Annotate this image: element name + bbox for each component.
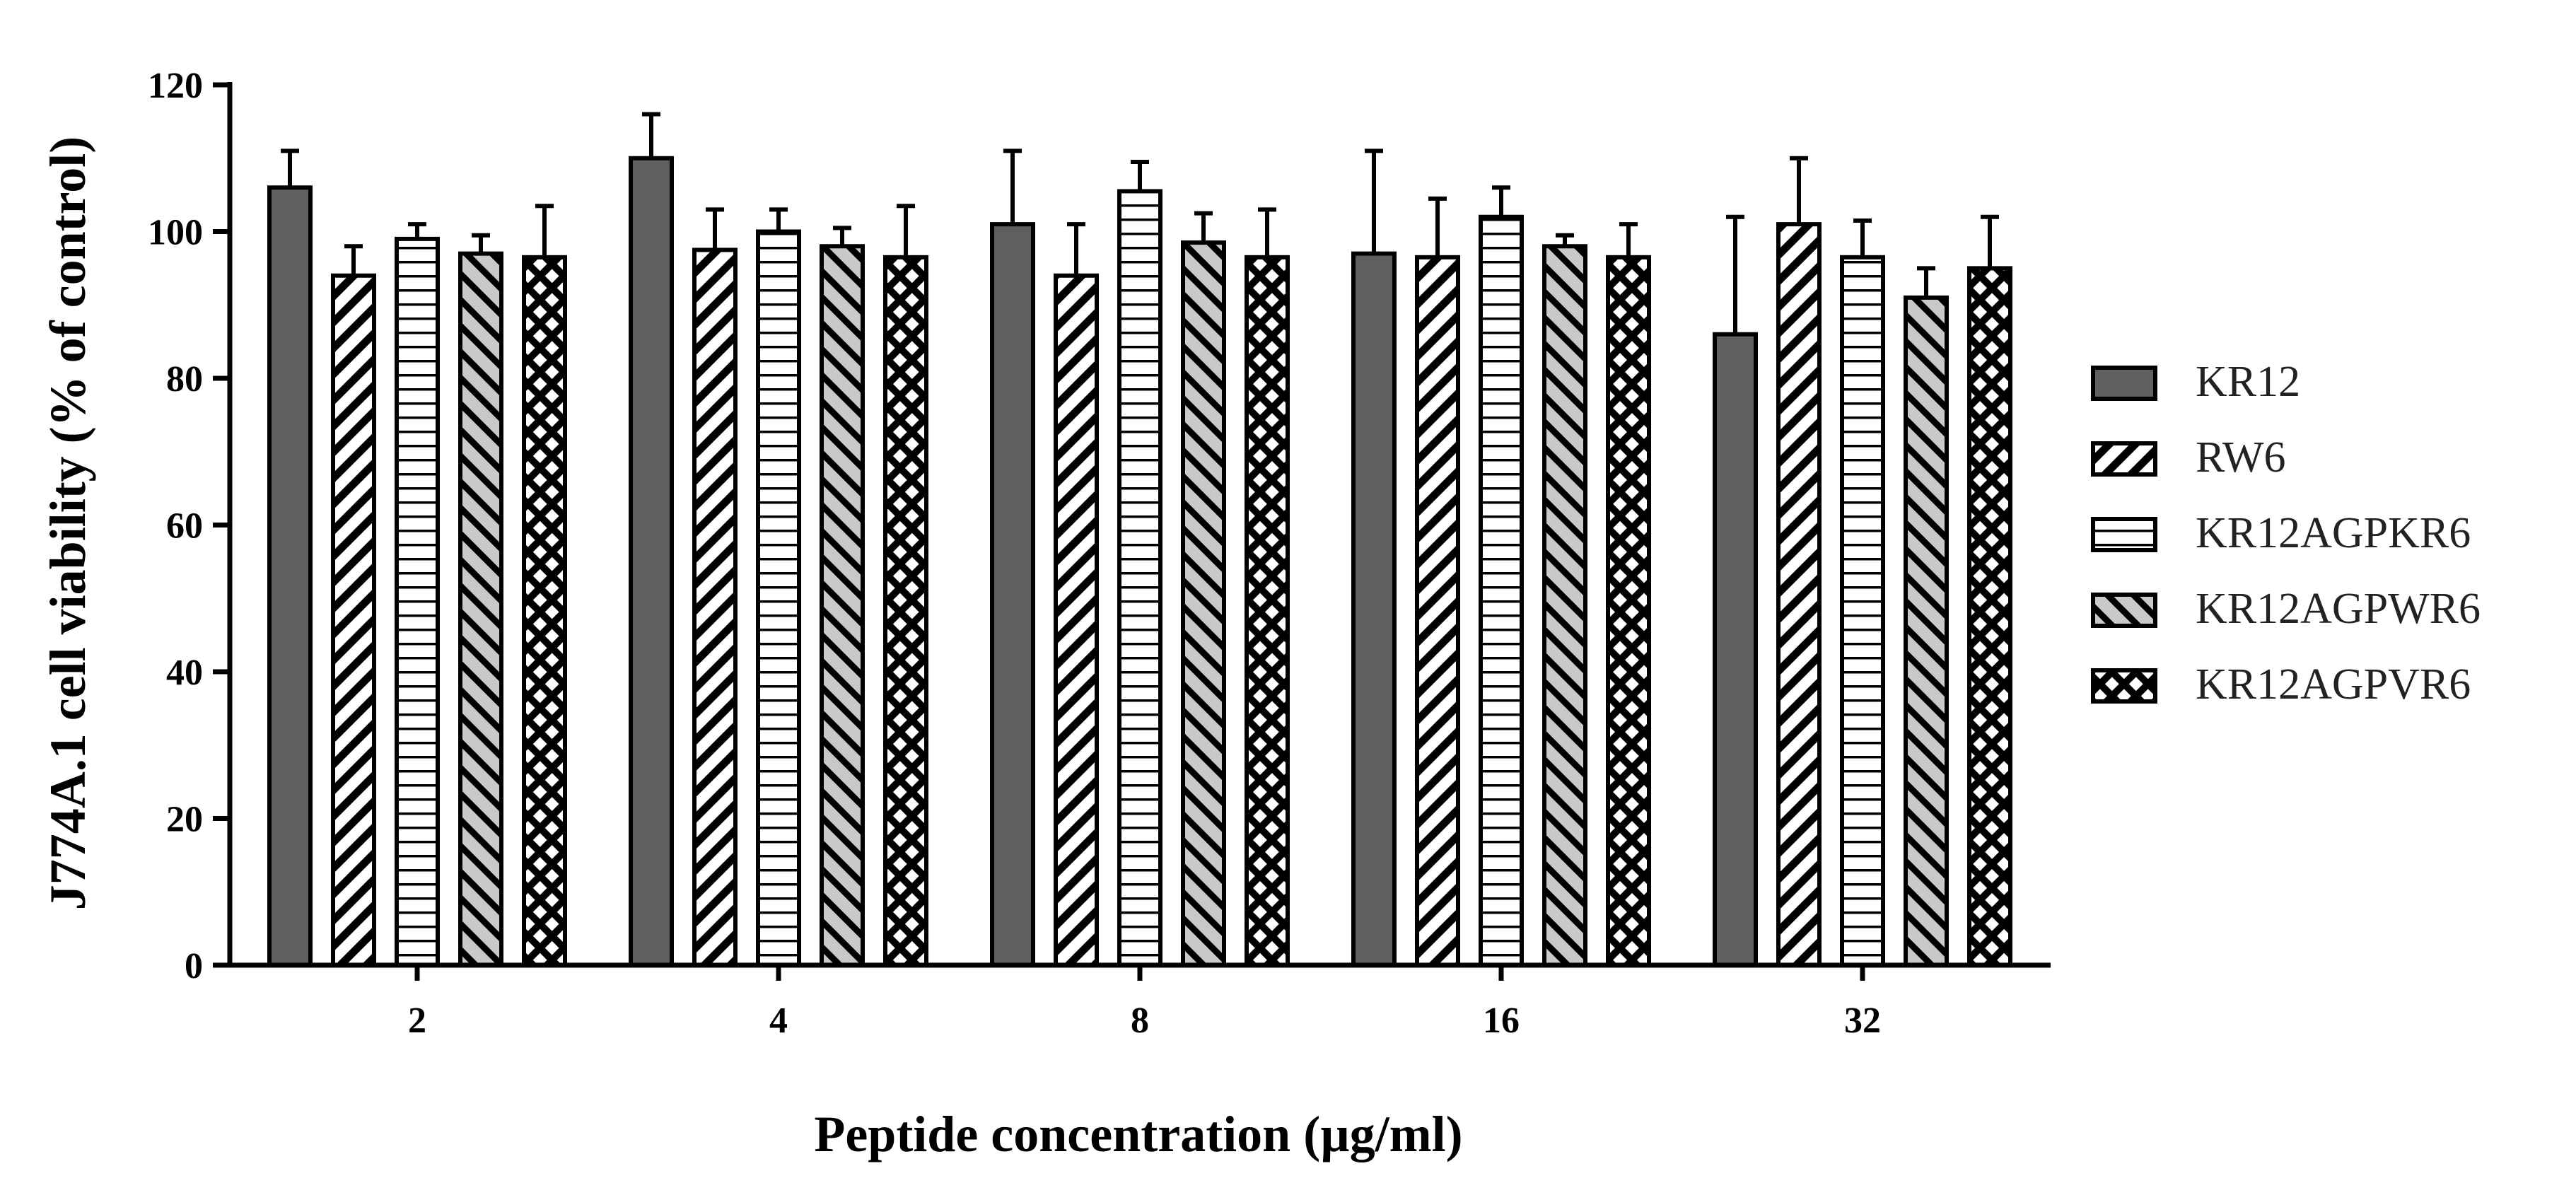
legend-label-kr12agpkr6: KR12AGPKR6 bbox=[2196, 509, 2471, 557]
bar-rw6-16 bbox=[1415, 255, 1460, 967]
bar-kr12agpvr6-32 bbox=[1967, 266, 2012, 967]
legend: KR12 RW6 KR12AGPKR6 KR12AGPWR6 KR12AGPVR6 bbox=[2091, 358, 2481, 709]
bar-kr12agpwr6-8 bbox=[1181, 240, 1226, 967]
y-tick-label-120: 120 bbox=[148, 66, 203, 106]
bar-kr12agpvr6-4 bbox=[883, 255, 928, 967]
bar-kr12-8 bbox=[990, 222, 1035, 967]
bar-kr12agpvr6-8 bbox=[1245, 255, 1290, 967]
x-tick-label-4: 4 bbox=[769, 1001, 788, 1041]
bar-rw6-2 bbox=[331, 273, 376, 967]
bar-kr12agpkr6-32 bbox=[1840, 255, 1885, 967]
legend-swatch-kr12agpkr6 bbox=[2091, 517, 2157, 552]
x-tick-label-2: 2 bbox=[408, 1001, 426, 1041]
bar-kr12agpkr6-4 bbox=[756, 229, 801, 967]
y-tick-label-80: 80 bbox=[166, 359, 203, 400]
legend-swatch-kr12 bbox=[2091, 366, 2157, 401]
legend-swatch-rw6 bbox=[2091, 441, 2157, 477]
bar-kr12-32 bbox=[1713, 332, 1758, 967]
bar-kr12agpkr6-2 bbox=[395, 236, 440, 967]
y-tick-label-100: 100 bbox=[148, 213, 203, 253]
legend-label-rw6: RW6 bbox=[2196, 433, 2285, 482]
legend-label-kr12agpwr6: KR12AGPWR6 bbox=[2196, 585, 2481, 633]
y-axis-title: J774A.1 cell viability (% of control) bbox=[40, 136, 96, 911]
bar-kr12agpvr6-16 bbox=[1606, 255, 1651, 967]
bar-rw6-8 bbox=[1054, 273, 1099, 967]
legend-label-kr12agpvr6: KR12AGPVR6 bbox=[2196, 660, 2471, 709]
bar-kr12agpkr6-8 bbox=[1117, 189, 1162, 967]
bar-kr12-16 bbox=[1351, 251, 1397, 967]
legend-swatch-kr12agpwr6 bbox=[2091, 593, 2157, 628]
bar-kr12agpwr6-2 bbox=[458, 251, 503, 967]
bar-kr12agpwr6-16 bbox=[1542, 244, 1587, 967]
y-tick-label-0: 0 bbox=[185, 946, 203, 986]
bar-rw6-4 bbox=[692, 247, 738, 967]
bar-kr12agpwr6-32 bbox=[1904, 295, 1949, 967]
x-axis-title: Peptide concentration (µg/ml) bbox=[814, 1106, 1462, 1162]
bar-kr12agpvr6-2 bbox=[522, 255, 567, 967]
bar-kr12agpwr6-4 bbox=[820, 244, 865, 967]
x-tick-label-16: 16 bbox=[1483, 1001, 1520, 1041]
bar-kr12agpkr6-16 bbox=[1479, 214, 1524, 967]
bar-kr12-2 bbox=[267, 185, 313, 967]
y-tick-label-60: 60 bbox=[166, 506, 203, 547]
y-tick-label-40: 40 bbox=[166, 653, 203, 693]
legend-label-kr12: KR12 bbox=[2196, 358, 2300, 406]
y-tick-label-20: 20 bbox=[166, 800, 203, 840]
x-tick-label-32: 32 bbox=[1844, 1001, 1881, 1041]
bar-kr12-4 bbox=[629, 156, 674, 967]
bar-rw6-32 bbox=[1776, 222, 1822, 967]
x-tick-label-8: 8 bbox=[1131, 1001, 1149, 1041]
axes bbox=[213, 82, 2051, 981]
bars-group bbox=[267, 112, 2012, 967]
legend-swatch-kr12agpvr6 bbox=[2091, 668, 2157, 704]
